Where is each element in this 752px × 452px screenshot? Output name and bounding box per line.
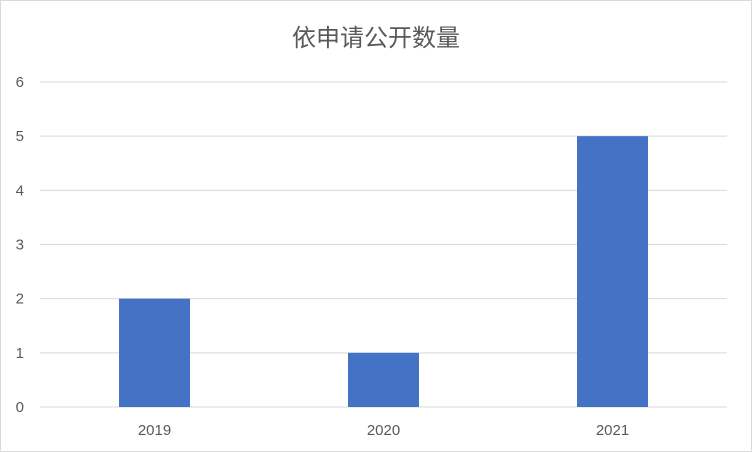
y-tick-label: 0	[16, 399, 24, 416]
y-tick-label: 4	[16, 182, 24, 199]
y-tick-label: 2	[16, 291, 24, 308]
x-tick-label: 2019	[138, 422, 171, 439]
y-tick-label: 1	[16, 345, 24, 362]
y-tick-label: 5	[16, 128, 24, 145]
bar-2021	[577, 136, 648, 407]
y-tick-label: 3	[16, 237, 24, 254]
bar-2020	[348, 352, 419, 407]
chart-title: 依申请公开数量	[292, 24, 460, 52]
x-tick-label: 2021	[596, 422, 629, 439]
x-tick-label: 2020	[367, 422, 400, 439]
y-tick-label: 6	[16, 74, 24, 91]
bar-2019	[119, 298, 190, 407]
